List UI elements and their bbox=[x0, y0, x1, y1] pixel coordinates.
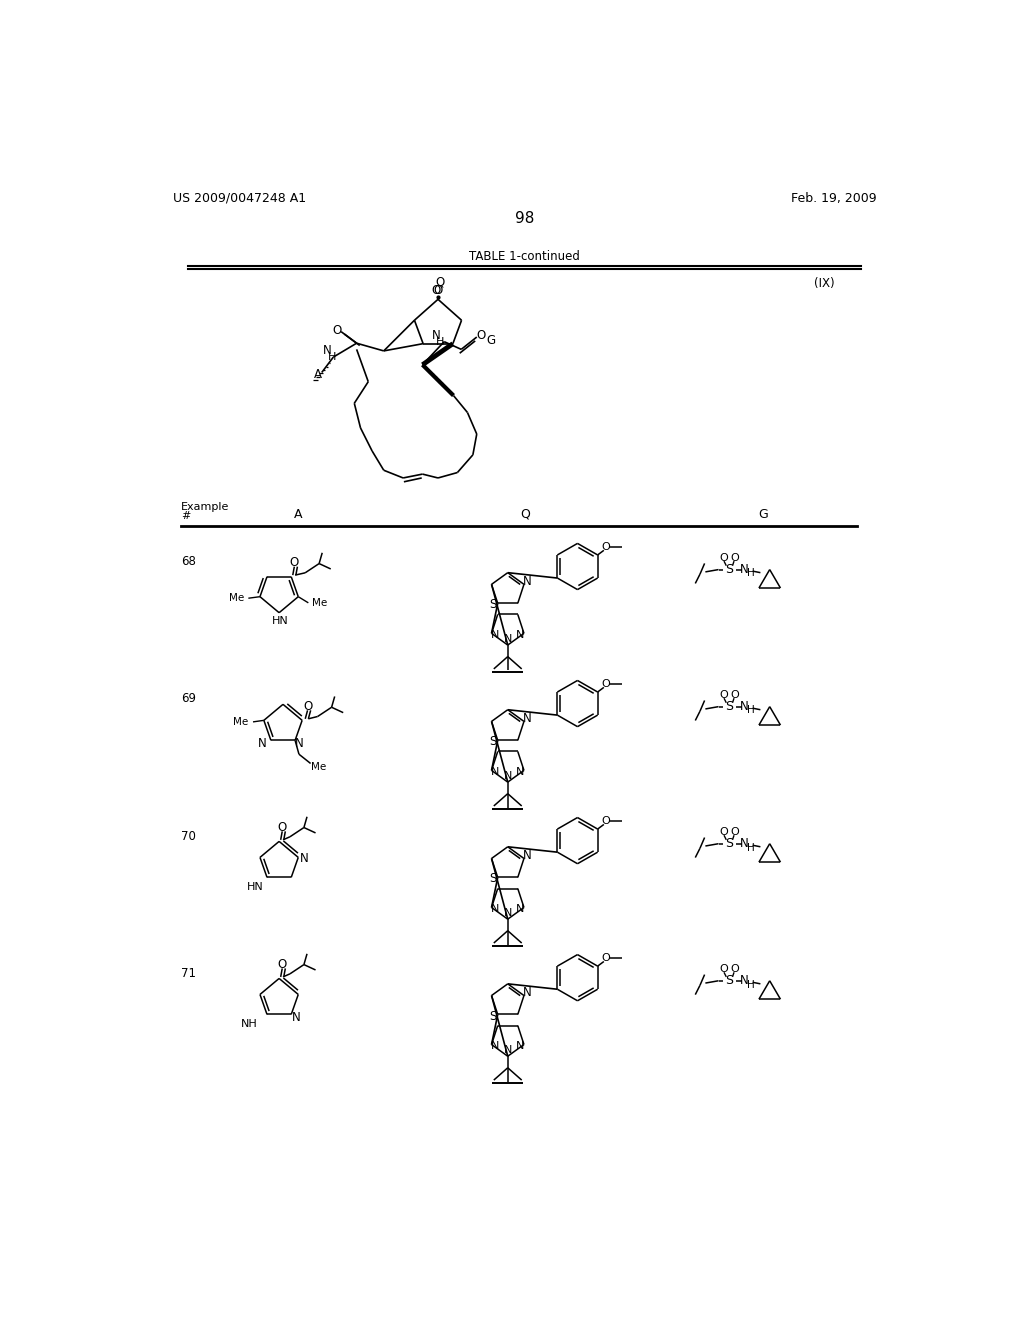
Text: 98: 98 bbox=[515, 211, 535, 226]
Text: G: G bbox=[486, 334, 496, 347]
Text: N: N bbox=[492, 904, 500, 913]
Text: H: H bbox=[748, 842, 755, 853]
Text: O: O bbox=[720, 828, 728, 837]
Text: 71: 71 bbox=[180, 966, 196, 979]
Text: O: O bbox=[278, 958, 287, 972]
Text: S: S bbox=[725, 700, 733, 713]
Text: H: H bbox=[748, 979, 755, 990]
Text: (IX): (IX) bbox=[814, 277, 835, 289]
Text: N: N bbox=[504, 634, 512, 644]
Text: N: N bbox=[492, 767, 500, 777]
Text: O: O bbox=[601, 953, 609, 964]
Text: N: N bbox=[522, 986, 531, 999]
Text: H: H bbox=[748, 569, 755, 578]
Text: Me: Me bbox=[229, 593, 245, 603]
Text: S: S bbox=[725, 837, 733, 850]
Text: Example: Example bbox=[180, 502, 229, 512]
Text: N: N bbox=[300, 853, 309, 866]
Text: 70: 70 bbox=[180, 829, 196, 842]
Text: O: O bbox=[730, 828, 739, 837]
Text: US 2009/0047248 A1: US 2009/0047248 A1 bbox=[173, 191, 306, 205]
Text: O: O bbox=[730, 553, 739, 564]
Text: N: N bbox=[295, 737, 303, 750]
Text: Me: Me bbox=[311, 762, 327, 772]
Text: Q: Q bbox=[435, 276, 444, 289]
Text: Feb. 19, 2009: Feb. 19, 2009 bbox=[791, 191, 877, 205]
Text: O: O bbox=[433, 284, 442, 297]
Text: HN: HN bbox=[272, 616, 289, 626]
Text: S: S bbox=[489, 598, 497, 611]
Text: O: O bbox=[333, 323, 342, 337]
Text: N: N bbox=[522, 849, 531, 862]
Text: S: S bbox=[489, 735, 497, 748]
Text: N: N bbox=[739, 564, 749, 576]
Text: S: S bbox=[725, 974, 733, 987]
Text: N: N bbox=[522, 574, 531, 587]
Text: H: H bbox=[328, 352, 336, 362]
Text: #: # bbox=[180, 511, 190, 521]
Text: O: O bbox=[290, 556, 299, 569]
Text: 68: 68 bbox=[180, 556, 196, 569]
Text: S: S bbox=[489, 1010, 497, 1023]
Text: O: O bbox=[720, 690, 728, 700]
Text: N: N bbox=[522, 711, 531, 725]
Text: O: O bbox=[601, 543, 609, 552]
Text: 69: 69 bbox=[180, 693, 196, 705]
Text: HN: HN bbox=[247, 882, 263, 892]
Text: O: O bbox=[304, 700, 313, 713]
Text: S: S bbox=[725, 564, 733, 576]
Text: N: N bbox=[292, 1011, 300, 1024]
Text: N: N bbox=[739, 974, 749, 987]
Text: N: N bbox=[739, 837, 749, 850]
Text: N: N bbox=[504, 908, 512, 917]
Text: N: N bbox=[739, 700, 749, 713]
Text: N: N bbox=[504, 1045, 512, 1055]
Text: H: H bbox=[436, 337, 444, 347]
Text: O: O bbox=[601, 680, 609, 689]
Text: O: O bbox=[730, 964, 739, 974]
Text: N: N bbox=[492, 630, 500, 640]
Text: Q: Q bbox=[520, 508, 529, 520]
Text: Me: Me bbox=[312, 598, 328, 607]
Text: A: A bbox=[314, 367, 322, 380]
Text: N: N bbox=[492, 1041, 500, 1051]
Text: N: N bbox=[516, 767, 524, 777]
Text: Me: Me bbox=[233, 717, 249, 727]
Text: S: S bbox=[489, 873, 497, 886]
Text: O: O bbox=[432, 284, 441, 297]
Text: G: G bbox=[759, 508, 768, 520]
Text: O: O bbox=[601, 816, 609, 826]
Text: O: O bbox=[730, 690, 739, 700]
Text: N: N bbox=[504, 771, 512, 781]
Text: O: O bbox=[720, 553, 728, 564]
Text: O: O bbox=[720, 964, 728, 974]
Text: N: N bbox=[516, 630, 524, 640]
Text: N: N bbox=[432, 329, 440, 342]
Text: N: N bbox=[323, 345, 332, 358]
Text: TABLE 1-continued: TABLE 1-continued bbox=[469, 251, 581, 264]
Text: H: H bbox=[748, 705, 755, 715]
Text: O: O bbox=[476, 329, 485, 342]
Text: A: A bbox=[294, 508, 303, 520]
Text: NH: NH bbox=[241, 1019, 258, 1028]
Text: N: N bbox=[258, 737, 267, 750]
Text: N: N bbox=[516, 1041, 524, 1051]
Text: N: N bbox=[516, 904, 524, 913]
Text: O: O bbox=[278, 821, 287, 834]
